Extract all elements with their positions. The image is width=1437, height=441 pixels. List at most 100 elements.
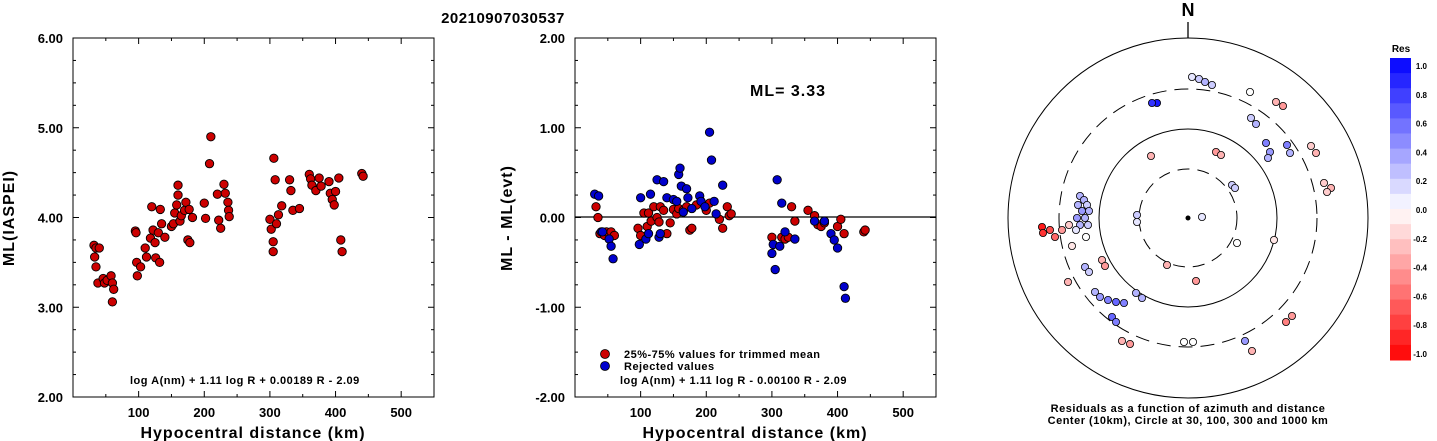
y-tick-label: 6.00: [38, 31, 63, 46]
station-marker: [1312, 148, 1321, 157]
data-point: [683, 193, 693, 203]
data-point: [155, 204, 165, 215]
station-marker: [1091, 287, 1100, 296]
station-marker: [1286, 148, 1295, 157]
data-point: [265, 214, 275, 224]
y-tick-label: 4.00: [38, 211, 63, 226]
data-point: [173, 190, 183, 200]
data-point: [153, 228, 163, 238]
data-point: [154, 257, 165, 268]
y-ticks: 2.00 3.00 4.00 5.00 6.00: [38, 31, 434, 405]
colorbar-tick-label: -0.4: [1413, 264, 1427, 273]
station-marker: [1233, 238, 1242, 247]
legend-marker-trimmed: [600, 349, 610, 359]
station-marker: [1078, 206, 1087, 215]
data-point: [658, 205, 669, 215]
x-tick-label: 500: [390, 405, 412, 420]
y-tick-label: 3.00: [38, 300, 63, 315]
station-marker: [1163, 260, 1172, 269]
data-point: [94, 243, 104, 253]
x-tick-label: 500: [892, 405, 914, 420]
colorbar-tick-label: 1.0: [1416, 62, 1428, 71]
colorbar-tick-label: 0.0: [1416, 206, 1428, 215]
station-points: [1038, 73, 1336, 355]
data-point: [840, 293, 851, 303]
colorbar-cell: [1390, 133, 1411, 150]
data-point: [324, 176, 334, 187]
data-point: [314, 173, 324, 183]
data-point: [772, 175, 782, 185]
caption-line-2: Center (10km), Circle at 30, 100, 300 an…: [1048, 415, 1329, 427]
station-marker: [1096, 292, 1105, 301]
data-point: [634, 239, 644, 250]
data-point: [216, 223, 226, 233]
station-marker: [1201, 78, 1210, 87]
data-point: [780, 227, 790, 237]
station-marker: [1073, 213, 1082, 222]
colorbar-cell: [1390, 178, 1411, 195]
station-marker: [1051, 232, 1060, 241]
colorbar-cell: [1390, 269, 1411, 285]
data-point: [294, 203, 305, 214]
x-axis-label: Hypocentral distance (km): [140, 425, 365, 441]
data-points: [590, 127, 870, 303]
data-point: [718, 180, 728, 190]
colorbar-cell: [1390, 73, 1411, 89]
caption-line-1: Residuals as a function of azimuth and d…: [1051, 403, 1326, 415]
colorbar-tick-label: -1.0: [1413, 350, 1427, 359]
y-axis-label: ML(IASPEI): [1, 170, 18, 266]
data-point: [658, 176, 669, 187]
data-point: [726, 209, 736, 219]
x-tick-label: 400: [827, 405, 849, 420]
station-marker: [1104, 295, 1113, 304]
data-point: [268, 246, 278, 257]
colorbar-ticks: 1.0 0.8 0.6 0.4 0.2 0.0 -0.2 -0.4 -0.6 -0.8 -1.0: [1413, 62, 1427, 359]
station-marker: [1133, 210, 1142, 219]
data-point: [185, 237, 195, 248]
center-marker: [1185, 215, 1191, 221]
station-marker: [1039, 228, 1048, 237]
data-point: [172, 200, 182, 210]
data-point: [655, 229, 665, 239]
data-points: [89, 132, 368, 307]
colorbar-cell: [1390, 344, 1411, 361]
colorbar-tick-label: -0.2: [1413, 235, 1427, 244]
data-point: [224, 211, 234, 222]
station-marker: [1262, 138, 1271, 147]
data-point: [803, 205, 813, 215]
data-point: [681, 184, 692, 194]
data-point: [790, 234, 800, 244]
data-point: [643, 229, 654, 239]
data-point: [597, 227, 608, 237]
y-tick-label: 0.00: [540, 211, 565, 226]
data-point: [593, 212, 603, 223]
station-marker: [1192, 276, 1201, 285]
data-point: [273, 210, 284, 220]
station-marker: [1282, 317, 1291, 326]
data-point: [722, 202, 732, 212]
colorbar-cell: [1390, 224, 1411, 240]
station-marker: [1288, 311, 1297, 320]
data-point: [645, 189, 656, 199]
data-point: [718, 223, 728, 233]
data-point: [220, 188, 230, 198]
data-point: [200, 213, 211, 224]
station-marker: [1082, 232, 1091, 241]
colorbar-cell: [1390, 254, 1411, 270]
station-marker: [1112, 317, 1121, 326]
data-point: [839, 229, 849, 239]
figure-title: 20210907030537: [441, 10, 565, 27]
station-marker: [1133, 217, 1142, 226]
data-point: [700, 202, 710, 212]
x-ticks: 100 200 300 400 500: [607, 38, 914, 420]
station-marker: [1118, 336, 1127, 345]
circle-100km: [1098, 128, 1278, 308]
data-point: [223, 197, 233, 207]
station-marker: [1085, 206, 1094, 215]
y-axis-label: ML - ML(evt): [499, 165, 516, 271]
colorbar-cell: [1390, 88, 1411, 104]
data-point: [767, 248, 777, 259]
x-tick-label: 400: [325, 405, 347, 420]
colorbar-cell: [1390, 314, 1411, 331]
